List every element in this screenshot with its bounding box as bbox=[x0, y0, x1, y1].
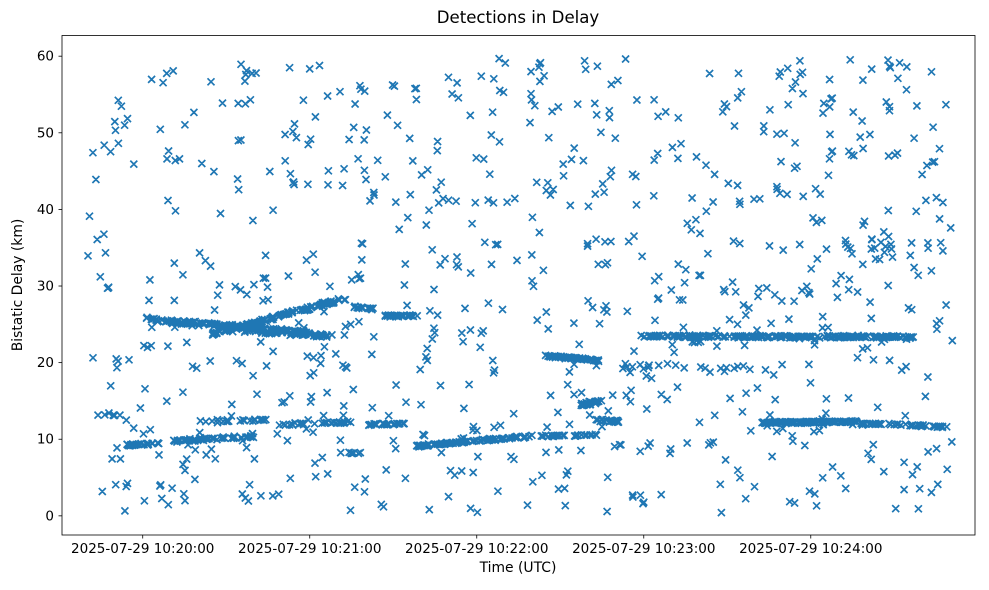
chart-title: Detections in Delay bbox=[436, 8, 600, 27]
y-axis-label: Bistatic Delay (km) bbox=[10, 218, 26, 352]
x-tick-label: 2025-07-29 10:20:00 bbox=[71, 541, 214, 557]
y-tick-label: 40 bbox=[37, 202, 54, 218]
x-tick-label: 2025-07-29 10:22:00 bbox=[405, 541, 548, 557]
y-tick-label: 0 bbox=[45, 508, 54, 524]
y-tick-label: 30 bbox=[37, 279, 54, 295]
x-tick-label: 2025-07-29 10:21:00 bbox=[238, 541, 381, 557]
detection-markers bbox=[83, 54, 957, 517]
y-tick-label: 60 bbox=[37, 49, 54, 65]
y-tick-label: 50 bbox=[37, 125, 54, 141]
x-axis-label: Time (UTC) bbox=[479, 560, 557, 576]
x-tick-label: 2025-07-29 10:23:00 bbox=[572, 541, 715, 557]
y-tick-label: 20 bbox=[37, 355, 54, 371]
y-tick-label: 10 bbox=[37, 432, 54, 448]
x-tick-label: 2025-07-29 10:24:00 bbox=[739, 541, 882, 557]
